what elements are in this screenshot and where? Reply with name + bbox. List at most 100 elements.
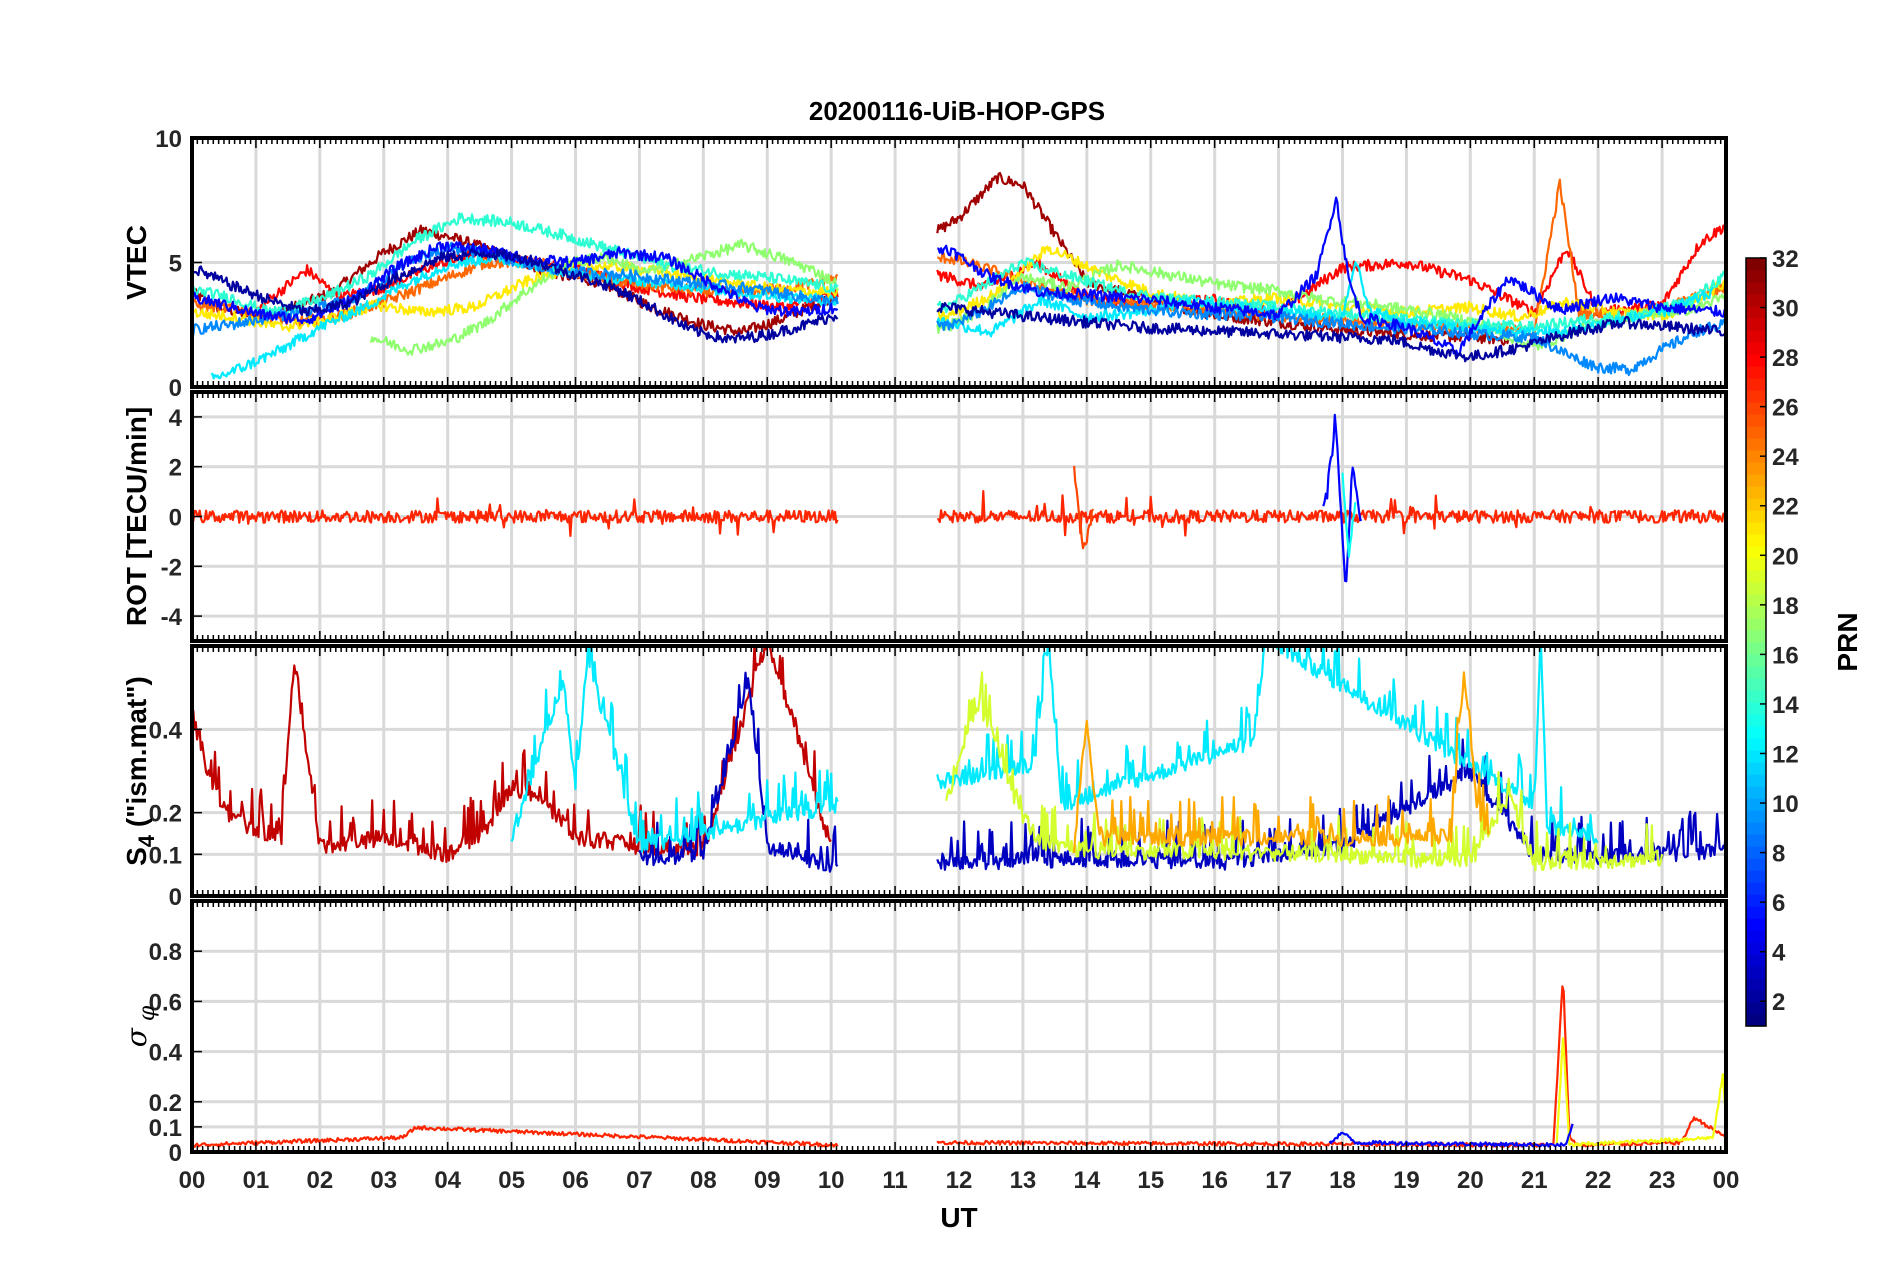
- colorbar-band: [1746, 942, 1766, 955]
- series-line: [936, 302, 1726, 363]
- colorbar-band: [1746, 426, 1766, 439]
- x-tick-label: 18: [1329, 1167, 1356, 1194]
- colorbar-band: [1746, 750, 1766, 763]
- colorbar-band: [1746, 834, 1766, 847]
- traces: [192, 171, 1726, 380]
- x-tick-label: 14: [1073, 1167, 1100, 1194]
- x-tick-label: 20: [1457, 1167, 1484, 1194]
- panel-4: 00.10.2 0.4 0.6 0.8 σ φ: [120, 899, 1728, 1167]
- colorbar-band: [1746, 402, 1766, 415]
- colorbar-band: [1746, 846, 1766, 859]
- y-tick-label: 0.2: [149, 801, 182, 828]
- colorbar-band: [1746, 714, 1766, 727]
- y-axis-label: ROT [TECU/min]: [121, 407, 152, 626]
- colorbar-band: [1746, 822, 1766, 835]
- series-line: [192, 212, 839, 317]
- series-line: [937, 490, 1726, 537]
- colorbar-band: [1746, 450, 1766, 463]
- series-line: [1328, 1123, 1574, 1148]
- x-tick-label: 03: [370, 1167, 397, 1194]
- colorbar-band: [1746, 918, 1766, 931]
- colorbar-band: [1746, 642, 1766, 655]
- series-line: [192, 258, 839, 333]
- series-line: [638, 671, 839, 873]
- colorbar-band: [1746, 690, 1766, 703]
- x-tick-label: 00: [179, 1167, 206, 1194]
- y-tick-label: 10: [155, 126, 182, 153]
- x-tick-label: 19: [1393, 1167, 1420, 1194]
- colorbar-band: [1746, 870, 1766, 883]
- colorbar-band: [1746, 762, 1766, 775]
- colorbar-band: [1746, 534, 1766, 547]
- series-line: [1555, 1036, 1726, 1148]
- colorbar-band: [1746, 486, 1766, 499]
- colorbar-band: [1746, 774, 1766, 787]
- y-tick-label: 0.8: [149, 939, 182, 966]
- x-tick-label: 05: [498, 1167, 525, 1194]
- colorbar-tick-label: 16: [1772, 642, 1799, 669]
- colorbar-band: [1746, 726, 1766, 739]
- y-tick-label: 0.4: [149, 1040, 183, 1067]
- colorbar-tick-label: 4: [1772, 940, 1786, 967]
- colorbar-band: [1746, 366, 1766, 379]
- panel-2: -4 -2 0 2 4 ROT [TECU/min]: [121, 390, 1728, 643]
- colorbar-band: [1746, 702, 1766, 715]
- traces: [192, 985, 1726, 1148]
- traces: [192, 413, 1726, 583]
- series-line: [192, 248, 839, 344]
- x-tick-label: 15: [1137, 1167, 1164, 1194]
- y-tick-label: 0.6: [149, 989, 182, 1016]
- colorbar-band: [1746, 498, 1766, 511]
- colorbar-band: [1746, 894, 1766, 907]
- colorbar-band: [1746, 270, 1766, 283]
- colorbar-tick-label: 20: [1772, 543, 1799, 570]
- x-tick-label: 12: [946, 1167, 973, 1194]
- colorbar-band: [1746, 594, 1766, 607]
- y-tick-label: -2: [161, 554, 182, 581]
- colorbar-band: [1746, 570, 1766, 583]
- colorbar-band: [1746, 558, 1766, 571]
- y-tick-label: -4: [161, 604, 183, 631]
- series-line: [192, 646, 832, 864]
- colorbar-band: [1746, 390, 1766, 403]
- colorbar-band: [1746, 510, 1766, 523]
- y-tick-label: 0: [169, 884, 182, 911]
- colorbar-band: [1746, 414, 1766, 427]
- colorbar-tick-label: 18: [1772, 593, 1799, 620]
- y-tick-label: 0.4: [149, 717, 183, 744]
- colorbar-band: [1746, 966, 1766, 979]
- y-tick-label: 0: [169, 505, 182, 532]
- y-tick-label: 0: [169, 375, 182, 402]
- y-tick-label: 2: [169, 455, 182, 482]
- x-tick-label: 13: [1010, 1167, 1037, 1194]
- x-tick-label: 06: [562, 1167, 589, 1194]
- colorbar-band: [1746, 1002, 1766, 1015]
- colorbar-label: PRN: [1832, 612, 1863, 671]
- colorbar-tick-label: 14: [1772, 692, 1799, 719]
- colorbar-band: [1746, 330, 1766, 343]
- colorbar-band: [1746, 666, 1766, 679]
- colorbar-band: [1746, 522, 1766, 535]
- colorbar-band: [1746, 282, 1766, 295]
- panel-1: 0 5 10 VTEC: [121, 126, 1728, 402]
- x-tick-label: 23: [1649, 1167, 1676, 1194]
- series-line: [1073, 671, 1491, 853]
- colorbar-band: [1746, 954, 1766, 967]
- colorbar-band: [1746, 990, 1766, 1003]
- colorbar-band: [1746, 582, 1766, 595]
- x-tick-label: 08: [690, 1167, 717, 1194]
- colorbar-frame: [1745, 257, 1767, 1027]
- series-line: [945, 671, 1664, 872]
- y-tick-label: 0.2: [149, 1090, 182, 1117]
- series-line: [936, 646, 1599, 845]
- colorbar-band: [1746, 318, 1766, 331]
- traces: [192, 646, 1726, 873]
- colorbar-tick-label: 26: [1772, 395, 1799, 422]
- x-tick-label: 22: [1585, 1167, 1612, 1194]
- colorbar-band: [1746, 798, 1766, 811]
- x-tick-label: 10: [818, 1167, 845, 1194]
- colorbar-band: [1746, 786, 1766, 799]
- colorbar-band: [1746, 462, 1766, 475]
- series-line: [1341, 472, 1357, 558]
